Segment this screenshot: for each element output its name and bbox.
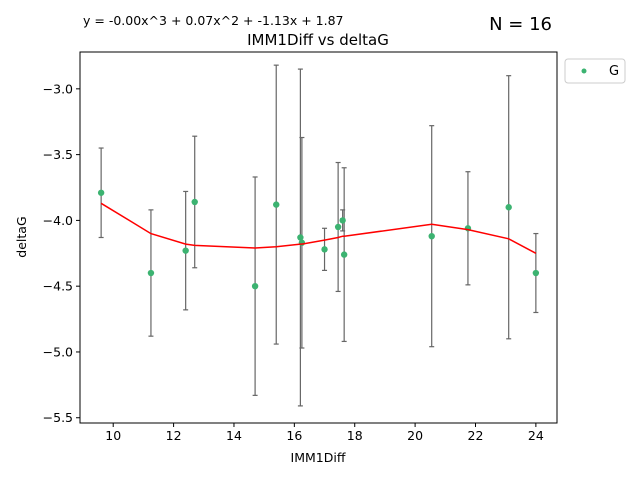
data-point-4 bbox=[191, 198, 198, 206]
chart-title: IMM1Diff vs deltaG bbox=[247, 31, 389, 49]
fit-line bbox=[100, 202, 537, 254]
x-tick-label-20: 20 bbox=[407, 428, 423, 443]
legend-marker bbox=[581, 68, 587, 74]
x-tick-label-16: 16 bbox=[286, 428, 302, 443]
x-tick-label-22: 22 bbox=[468, 428, 484, 443]
data-point-12 bbox=[340, 251, 348, 258]
x-tick-label-12: 12 bbox=[166, 428, 182, 443]
y-axis-ticks: −5.5 −5.0 −4.5 −4.0 −3.5 −3.0 bbox=[43, 81, 80, 425]
legend-box bbox=[564, 58, 626, 84]
y-tick-label-4: −3.5 bbox=[43, 147, 73, 162]
x-tick-label-18: 18 bbox=[347, 428, 363, 443]
y-tick-label-0: −5.5 bbox=[43, 410, 73, 425]
y-tick-label-2: −4.5 bbox=[43, 279, 73, 294]
data-point-9 bbox=[321, 246, 328, 253]
data-point-2 bbox=[147, 269, 155, 277]
data-point-3 bbox=[182, 247, 189, 254]
data-point-15 bbox=[505, 204, 512, 211]
data-point-10 bbox=[334, 223, 342, 231]
x-axis-ticks: 10 12 14 16 18 20 22 24 bbox=[105, 423, 544, 443]
legend-label-g: G bbox=[609, 64, 619, 79]
x-tick-label-10: 10 bbox=[105, 428, 121, 443]
legend: G bbox=[564, 58, 626, 84]
data-point-11 bbox=[339, 217, 346, 224]
data-point-7 bbox=[297, 234, 304, 241]
count-label: N = 16 bbox=[489, 14, 552, 35]
data-point-1 bbox=[97, 189, 105, 196]
data-point-6 bbox=[273, 201, 280, 208]
x-axis-label: IMM1Diff bbox=[291, 450, 346, 465]
plot-area bbox=[80, 52, 557, 423]
data-point-8 bbox=[298, 239, 306, 246]
fit-equation: y = -0.00x^3 + 0.07x^2 + -1.13x + 1.87 bbox=[83, 13, 343, 28]
y-tick-label-3: −4.0 bbox=[43, 213, 73, 228]
data-point-16 bbox=[532, 269, 540, 277]
data-point-13 bbox=[428, 232, 435, 240]
x-tick-label-14: 14 bbox=[226, 428, 242, 443]
data-point-5 bbox=[251, 282, 259, 290]
y-axis-label: deltaG bbox=[14, 216, 29, 257]
plot-frame bbox=[79, 51, 558, 424]
y-tick-label-1: −5.0 bbox=[43, 344, 73, 359]
y-tick-label-5: −3.0 bbox=[43, 81, 73, 96]
x-tick-label-24: 24 bbox=[528, 428, 544, 443]
